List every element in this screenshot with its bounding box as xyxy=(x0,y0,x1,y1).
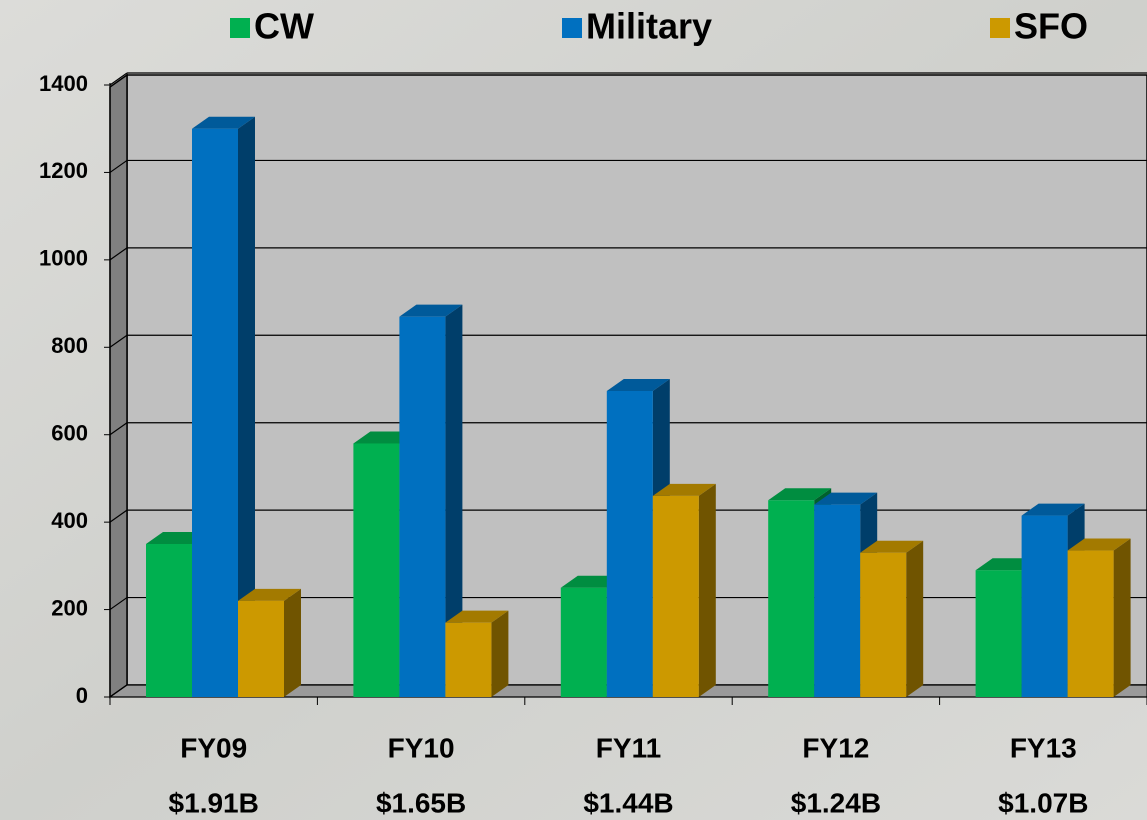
x-tick-label: FY13 xyxy=(1010,732,1077,763)
total-label: $1.44B xyxy=(583,787,673,818)
grid-line-side xyxy=(109,159,128,173)
bar xyxy=(238,600,284,697)
bar-top xyxy=(860,540,924,553)
bar xyxy=(652,495,699,697)
y-tick-label: 800 xyxy=(51,333,88,358)
y-tick-label: 400 xyxy=(51,508,88,533)
bar xyxy=(1067,550,1114,697)
bar-top xyxy=(814,492,878,505)
legend-swatch xyxy=(990,18,1010,38)
bar xyxy=(146,544,192,697)
bar-side xyxy=(491,610,509,697)
bar xyxy=(975,570,1022,697)
legend-label: SFO xyxy=(1014,6,1088,47)
total-label: $1.07B xyxy=(998,787,1088,818)
bar-top xyxy=(399,304,463,317)
grid-line-side xyxy=(109,247,128,261)
bar xyxy=(814,504,861,697)
bar-side xyxy=(445,304,463,697)
legend-label: CW xyxy=(254,6,314,47)
grid-line-side xyxy=(109,597,128,611)
bar-top xyxy=(1021,503,1085,516)
bar xyxy=(606,391,653,697)
y-tick-label: 200 xyxy=(51,595,88,620)
bar xyxy=(560,587,607,697)
bar-top xyxy=(192,116,255,129)
y-tick-label: 1000 xyxy=(39,246,88,271)
grid-line-side xyxy=(109,422,128,436)
bar-top xyxy=(238,588,301,601)
bar xyxy=(445,622,492,697)
bar-side xyxy=(284,588,301,697)
bar-side xyxy=(906,540,924,697)
bar-top xyxy=(768,488,832,501)
bar-side xyxy=(698,483,716,697)
bar xyxy=(192,128,238,697)
bar-top xyxy=(606,379,670,391)
bar-side xyxy=(1113,538,1131,697)
bar xyxy=(768,500,815,697)
bar xyxy=(1021,515,1068,697)
total-label: $1.65B xyxy=(376,787,466,818)
y-tick-label: 600 xyxy=(51,421,88,446)
bar-top xyxy=(1067,538,1131,551)
grid-line-side xyxy=(109,684,128,698)
bar-side xyxy=(238,116,255,697)
grid-line-side xyxy=(109,334,128,348)
x-tick-label: FY11 xyxy=(596,732,661,763)
x-tick-label: FY09 xyxy=(180,732,247,763)
y-tick-label: 0 xyxy=(76,683,88,708)
x-tick-label: FY10 xyxy=(388,732,455,763)
legend-label: Military xyxy=(586,6,712,47)
legend-swatch xyxy=(562,18,582,38)
grid-line-side xyxy=(109,509,128,523)
bar xyxy=(860,552,907,697)
total-label: $1.91B xyxy=(169,787,259,818)
bar-top xyxy=(445,610,509,623)
grid-line-side xyxy=(109,72,128,86)
y-tick-label: 1400 xyxy=(39,71,88,96)
legend-swatch xyxy=(230,18,250,38)
y-tick-label: 1200 xyxy=(39,158,88,183)
bar xyxy=(399,316,446,697)
total-label: $1.24B xyxy=(791,787,881,818)
bar-top xyxy=(652,483,716,496)
x-tick-label: FY12 xyxy=(802,732,869,763)
bar xyxy=(353,443,400,697)
